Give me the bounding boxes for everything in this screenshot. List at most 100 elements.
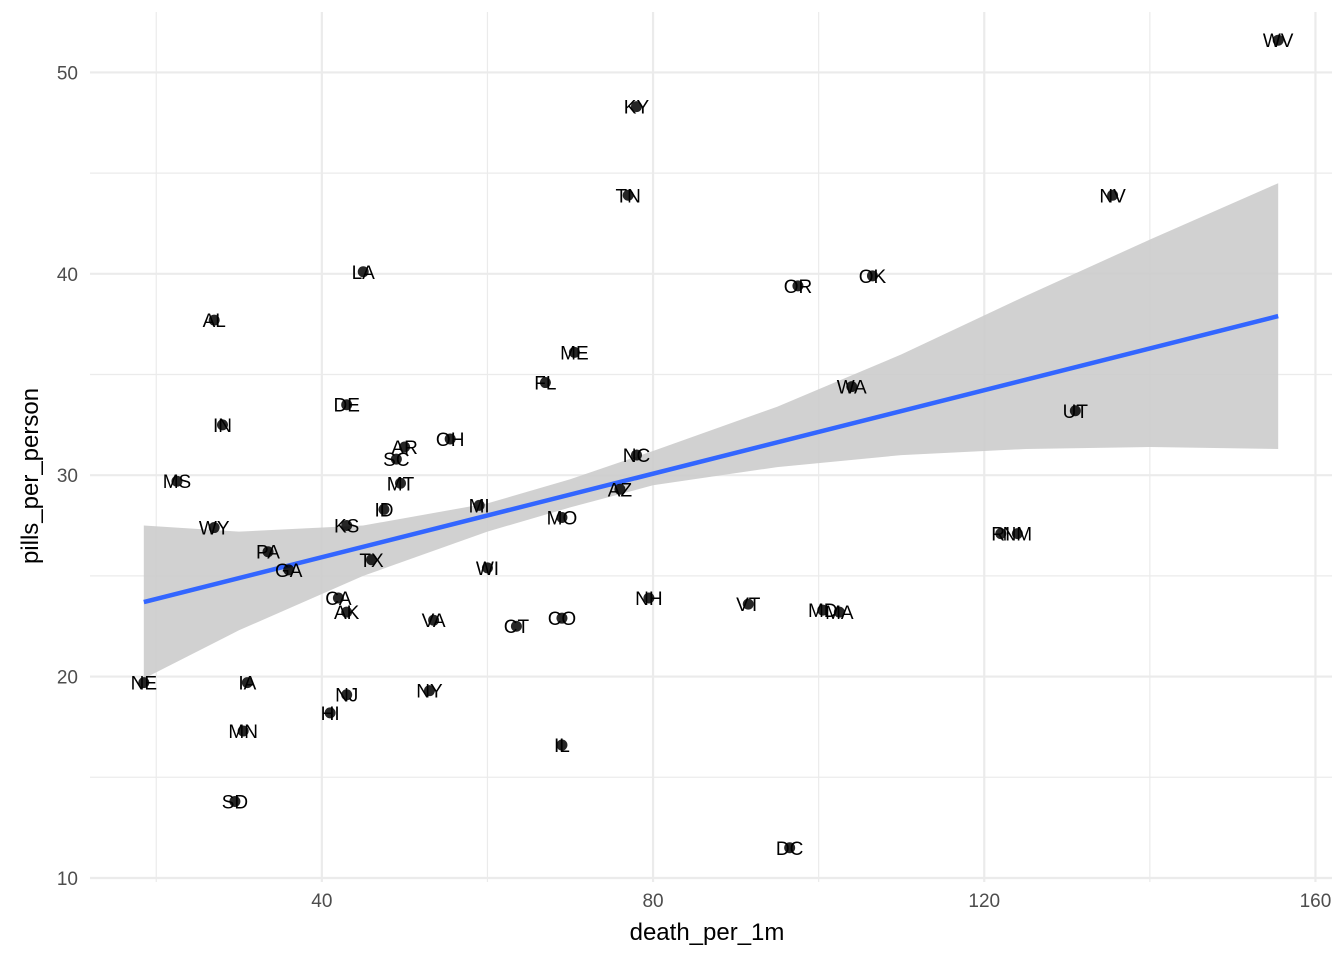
point-label: NY [416,682,443,703]
point-label: IN [213,416,232,437]
trend-line-layer [143,313,1279,605]
point-label: CA [325,589,352,610]
data-point [622,189,634,201]
data-point [444,433,456,445]
data-point [341,399,353,411]
y-axis-title: pills_per_person [17,388,44,564]
point-label: VA [422,611,446,632]
data-point [423,685,435,697]
data-point [332,592,344,604]
data-point [473,499,485,511]
data-point [357,266,369,278]
point-label: AK [334,603,360,624]
point-label: SD [222,792,248,813]
x-tick-label: 40 [311,891,332,912]
data-point [229,795,241,807]
data-point [208,314,220,326]
point-label: KY [624,98,650,119]
data-point [208,522,220,534]
data-point [237,725,249,737]
data-point [510,620,522,632]
point-label: MA [825,603,854,624]
y-tick-label: 30 [57,466,78,487]
point-label: CT [504,617,530,638]
data-point [556,739,568,751]
x-axis-title: death_per_1m [630,919,785,946]
data-point [643,592,655,604]
point-label: GA [275,561,303,582]
point-label: OR [784,277,813,298]
data-point [630,101,642,113]
data-point [556,612,568,624]
data-point [784,842,796,854]
data-point [171,475,183,487]
point-label: DC [776,839,803,860]
point-label: SC [383,450,409,471]
point-label: TX [359,551,384,572]
y-tick-label: 50 [57,63,78,84]
x-tick-label: 120 [968,891,1000,912]
point-label: IL [554,736,570,757]
point-label: VT [736,595,761,616]
point-label: MS [163,472,192,493]
y-tick-label: 10 [57,869,78,890]
data-point [792,280,804,292]
data-point [390,453,402,465]
data-point [1011,528,1023,540]
point-label: MN [228,722,258,743]
data-point [481,562,493,574]
data-point [614,483,626,495]
point-label: CO [548,609,577,630]
data-point [742,598,754,610]
data-point [568,346,580,358]
point-label: HI [321,704,340,725]
data-point [341,520,353,532]
point-label: NM [1003,525,1033,546]
point-label: RI [991,525,1010,546]
data-point [399,441,411,453]
data-point [341,606,353,618]
point-label: MI [469,496,490,517]
point-label: FL [534,374,556,395]
point-label: TN [616,186,641,207]
trend-line [143,313,1279,605]
data-point [324,707,336,719]
point-label: MO [547,508,578,529]
data-points-layer [138,34,1284,854]
data-point [1069,405,1081,417]
point-label: OK [859,267,887,288]
data-point [833,606,845,618]
point-label: ID [374,500,393,521]
data-point [995,528,1007,540]
data-point [556,511,568,523]
point-label: UT [1063,402,1089,423]
y-axis-ticks: 10 20 30 40 50 [57,63,78,890]
point-label: NV [1099,186,1126,207]
data-point [539,377,551,389]
y-tick-label: 20 [57,668,78,689]
point-label: AZ [608,480,633,501]
point-label: NH [635,589,662,610]
x-tick-label: 160 [1300,891,1332,912]
data-point [366,554,378,566]
point-label: NJ [335,686,358,707]
confidence-band-layer [143,183,1279,679]
point-label: WI [476,559,499,580]
point-label: NE [131,674,157,695]
data-point [428,614,440,626]
point-label: AL [203,311,226,332]
data-point [283,564,295,576]
data-point [262,546,274,558]
point-label: WY [199,519,230,540]
point-label: KS [334,517,359,538]
data-point [341,689,353,701]
point-label: NC [623,446,650,467]
data-point [817,604,829,616]
data-point [378,503,390,515]
point-label: WV [1263,31,1294,52]
point-label: WA [837,378,867,399]
data-point [216,419,228,431]
point-label: DE [333,396,359,417]
